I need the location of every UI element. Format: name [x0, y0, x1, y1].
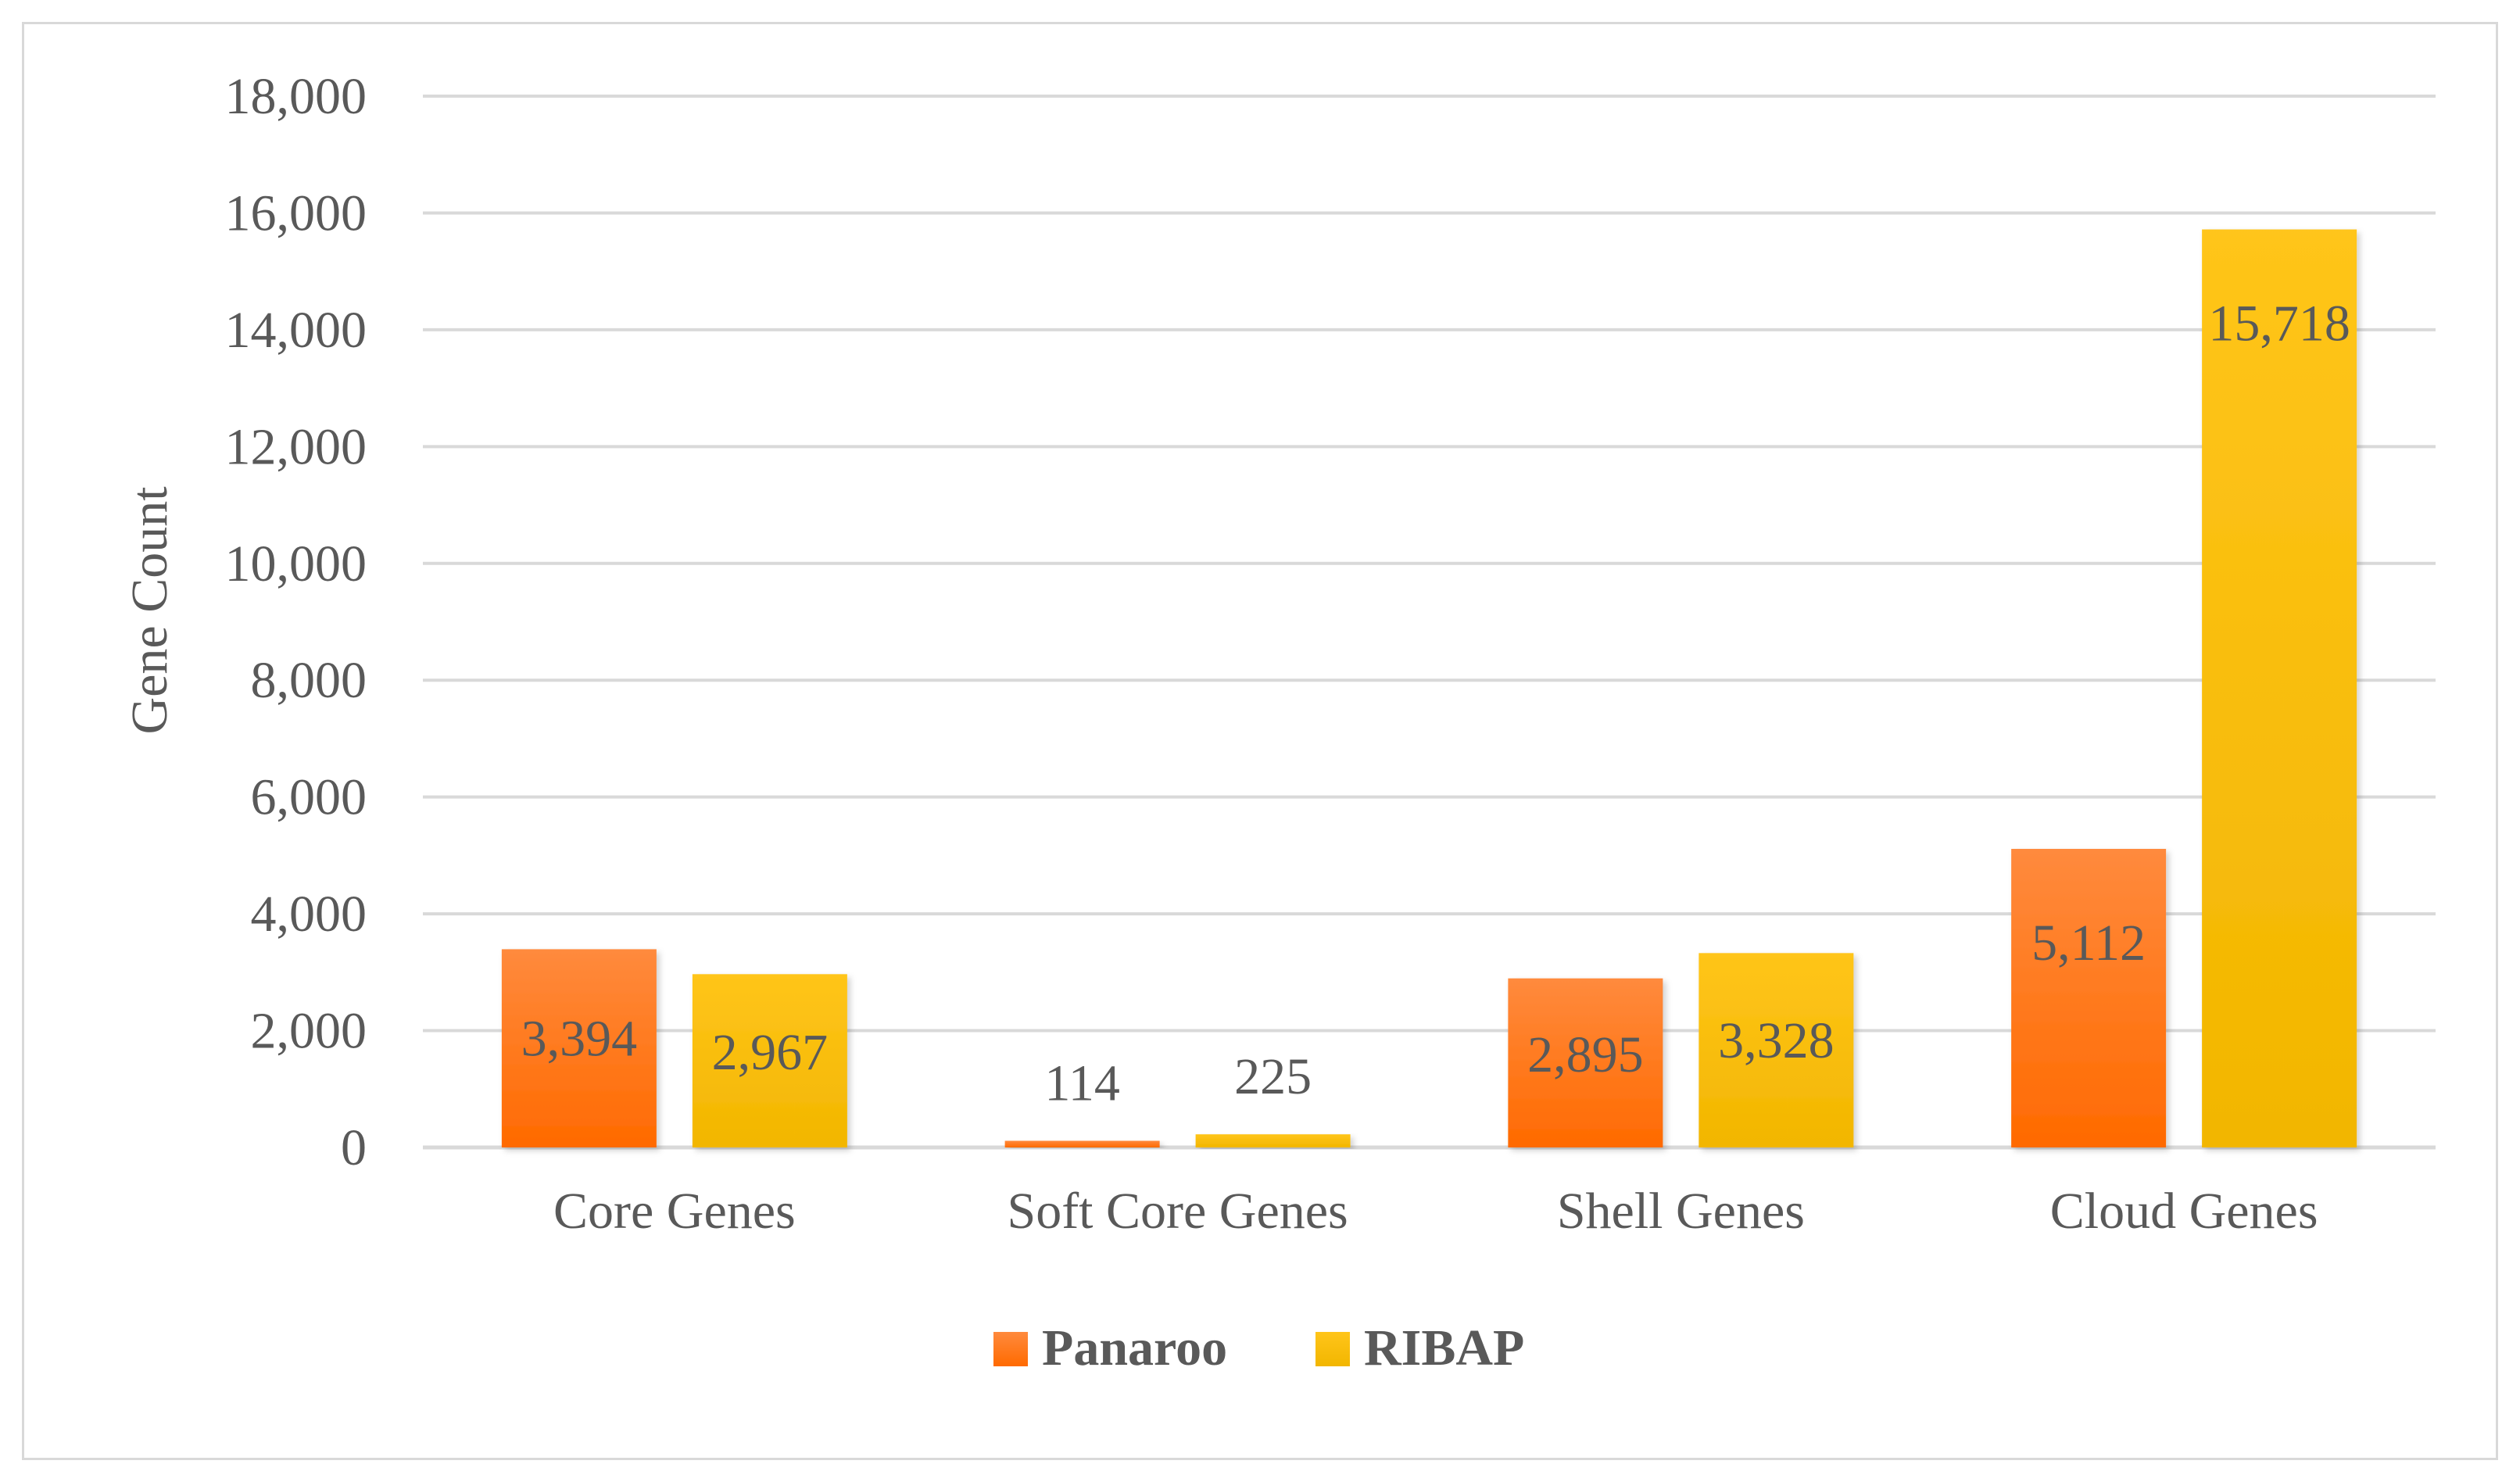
x-tick-label: Soft Core Genes: [1007, 1183, 1348, 1240]
legend-label-ribap: RIBAP: [1364, 1319, 1524, 1376]
bar-panaroo-cloud-genes: [2011, 849, 2167, 1147]
x-tick-label: Shell Genes: [1557, 1183, 1805, 1240]
legend-swatch-ribap: [1315, 1332, 1350, 1366]
y-tick-label: 0: [341, 1119, 367, 1176]
x-axis-ticks: Core Genes Soft Core Genes Shell Genes Clou…: [553, 1183, 2318, 1240]
chart-frame: 0 2,000 4,000 6,000 8,000 10,000 12,000 14,000 1…: [22, 22, 2498, 1460]
y-tick-label: 16,000: [225, 184, 367, 242]
y-tick-label: 8,000: [251, 652, 367, 709]
bar-chart: 0 2,000 4,000 6,000 8,000 10,000 12,000 14,000 1…: [121, 68, 2436, 1376]
bar-panaroo-core-genes: [501, 949, 657, 1147]
bar-ribap-cloud-genes: [2202, 229, 2357, 1147]
data-label: 5,112: [2031, 915, 2146, 972]
x-tick-label: Cloud Genes: [2050, 1183, 2318, 1240]
data-label: 3,328: [1718, 1012, 1835, 1069]
y-tick-label: 2,000: [251, 1003, 367, 1060]
y-axis-ticks: 0 2,000 4,000 6,000 8,000 10,000 12,000 14,000 1…: [225, 68, 367, 1176]
y-tick-label: 12,000: [225, 418, 367, 475]
y-tick-label: 14,000: [225, 302, 367, 359]
data-label: 15,718: [2208, 295, 2350, 353]
bars: [501, 229, 2357, 1147]
y-tick-label: 18,000: [225, 68, 367, 125]
x-tick-label: Core Genes: [553, 1183, 796, 1240]
y-tick-label: 4,000: [251, 886, 367, 943]
y-tick-label: 10,000: [225, 535, 367, 592]
legend: Panaroo RIBAP: [993, 1319, 1524, 1376]
y-tick-label: 6,000: [251, 769, 367, 826]
data-label: 2,895: [1527, 1026, 1644, 1083]
data-label: 114: [1044, 1054, 1120, 1112]
y-axis-title: Gene Count: [121, 486, 178, 734]
data-label: 3,394: [521, 1011, 638, 1068]
bar-ribap-soft-core-genes: [1195, 1134, 1351, 1147]
legend-swatch-panaroo: [993, 1332, 1028, 1366]
legend-label-panaroo: Panaroo: [1042, 1319, 1227, 1376]
bar-ribap-core-genes: [692, 974, 847, 1147]
data-label: 2,967: [712, 1024, 829, 1081]
data-labels: 3,394 2,967 114 225 2,895 3,328 5,112 15,718: [521, 295, 2350, 1112]
data-label: 225: [1234, 1048, 1312, 1105]
bar-ribap-shell-genes: [1698, 953, 1854, 1147]
bar-panaroo-shell-genes: [1508, 978, 1663, 1147]
bar-panaroo-soft-core-genes: [1004, 1140, 1160, 1147]
